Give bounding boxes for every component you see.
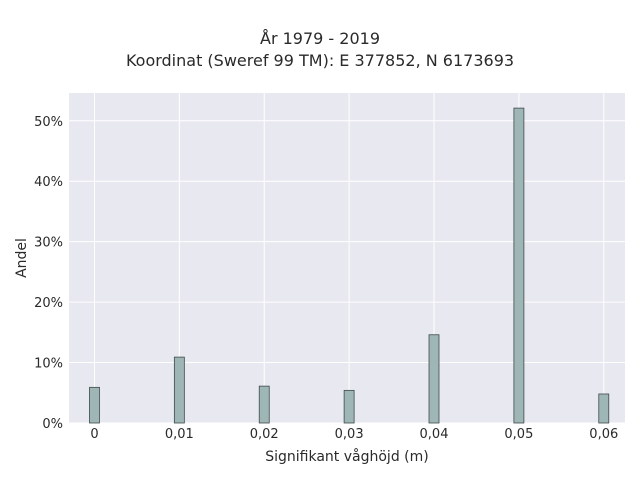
histogram-bar — [343, 389, 355, 424]
histogram-bar — [598, 393, 610, 424]
y-axis-ticks: 0% 10% 20% 30% 40% 50% — [34, 115, 63, 432]
plot-area — [69, 93, 625, 423]
histogram-bar — [258, 385, 270, 424]
y-tick-label: 50% — [34, 115, 63, 130]
x-axis-ticks: 0 0,01 0,02 0,03 0,04 0,05 0,06 — [90, 427, 618, 442]
bars — [89, 107, 610, 424]
y-tick-label: 20% — [34, 296, 63, 311]
histogram-bar — [428, 334, 440, 424]
x-axis-label: Signifikant våghöjd (m) — [265, 448, 428, 465]
x-tick-label: 0,02 — [250, 427, 279, 442]
y-tick-label: 30% — [34, 236, 63, 251]
x-tick-label: 0,04 — [420, 427, 449, 442]
histogram-bar — [89, 386, 100, 424]
chart-title: År 1979 - 2019 — [260, 29, 380, 48]
x-tick-label: 0,03 — [335, 427, 364, 442]
chart-subtitle: Koordinat (Sweref 99 TM): E 377852, N 61… — [125, 51, 515, 70]
y-tick-label: 10% — [34, 357, 63, 372]
x-tick-label: 0,05 — [504, 427, 533, 442]
x-tick-label: 0 — [90, 427, 98, 442]
y-tick-label: 40% — [34, 175, 63, 190]
x-tick-label: 0,01 — [165, 427, 194, 442]
x-tick-label: 0,06 — [589, 427, 618, 442]
histogram-bar — [173, 356, 185, 424]
y-tick-label: 0% — [42, 417, 63, 432]
y-axis-label: Andel — [14, 238, 30, 278]
histogram-bar — [513, 107, 525, 424]
